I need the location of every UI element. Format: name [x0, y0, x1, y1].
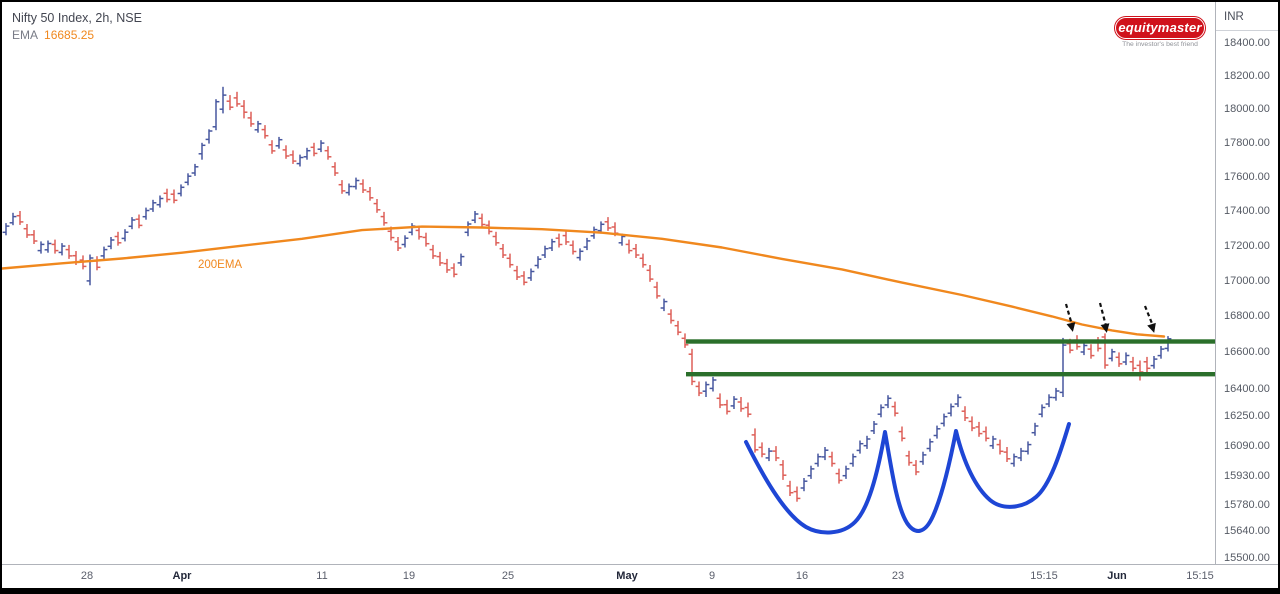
price-tick-label: 15930.00 — [1224, 470, 1270, 482]
time-tick-label: 15:15 — [1186, 570, 1214, 582]
breakdown-arrow-head[interactable] — [1066, 322, 1078, 333]
currency-separator — [1216, 30, 1278, 31]
price-tick-label: 17400.00 — [1224, 205, 1270, 217]
time-tick-label: Jun — [1107, 570, 1127, 582]
resistance-line[interactable] — [686, 339, 1215, 344]
ema-value: 16685.25 — [44, 28, 95, 42]
price-tick-label: 15640.00 — [1224, 525, 1270, 537]
price-tick-label: 17800.00 — [1224, 137, 1270, 149]
chart-legend: Nifty 50 Index, 2h, NSE EMA 16685.25 — [12, 10, 142, 44]
price-tick-label: 16090.00 — [1224, 440, 1270, 452]
support-line[interactable] — [686, 372, 1215, 377]
price-tick-label: 17200.00 — [1224, 240, 1270, 252]
price-tick-label: 18200.00 — [1224, 70, 1270, 82]
breakdown-arrow-shaft[interactable] — [1098, 302, 1108, 327]
symbol-title: Nifty 50 Index, 2h, NSE — [12, 11, 142, 25]
price-tick-label: 16600.00 — [1224, 346, 1270, 358]
equitymaster-logo: equitymaster The investor's best friend — [1115, 17, 1205, 48]
time-tick-label: 19 — [402, 570, 416, 582]
price-tick-label: 16800.00 — [1224, 310, 1270, 322]
time-tick-label: Apr — [172, 570, 192, 582]
price-tick-label: 18000.00 — [1224, 103, 1270, 115]
price-tick-label: 17000.00 — [1224, 275, 1270, 287]
time-tick-label: 25 — [501, 570, 515, 582]
time-tick-label: 11 — [316, 570, 328, 582]
price-tick-label: 18400.00 — [1224, 37, 1270, 49]
breakdown-arrow-shaft[interactable] — [1064, 303, 1074, 326]
breakdown-arrow-head[interactable] — [1147, 322, 1158, 334]
logo-badge: equitymaster — [1115, 17, 1205, 39]
price-tick-label: 17600.00 — [1224, 171, 1270, 183]
ema-line[interactable] — [2, 225, 1166, 338]
price-tick-label: 16250.00 — [1224, 410, 1270, 422]
price-tick-label: 16400.00 — [1224, 383, 1270, 395]
price-tick-label: 15500.00 — [1224, 552, 1270, 564]
time-axis-line — [2, 564, 1278, 565]
logo-tagline: The investor's best friend — [1122, 41, 1198, 48]
time-tick-label: 9 — [708, 570, 716, 582]
ema-line-label: 200EMA — [198, 259, 242, 271]
price-tick-label: 15780.00 — [1224, 499, 1270, 511]
time-tick-label: 15:15 — [1030, 570, 1058, 582]
breakdown-arrow-shaft[interactable] — [1143, 305, 1155, 327]
breakdown-arrow-head[interactable] — [1100, 323, 1112, 334]
time-tick-label: May — [616, 570, 638, 582]
time-tick-label: 28 — [80, 570, 94, 582]
ema-readout: EMA 16685.25 — [12, 27, 142, 44]
time-tick-label: 16 — [795, 570, 809, 582]
pattern-curve[interactable] — [744, 422, 1071, 535]
price-axis-line — [1215, 2, 1216, 564]
ema-label: EMA — [12, 28, 39, 42]
time-tick-label: 23 — [891, 570, 905, 582]
currency-label: INR — [1224, 11, 1244, 23]
